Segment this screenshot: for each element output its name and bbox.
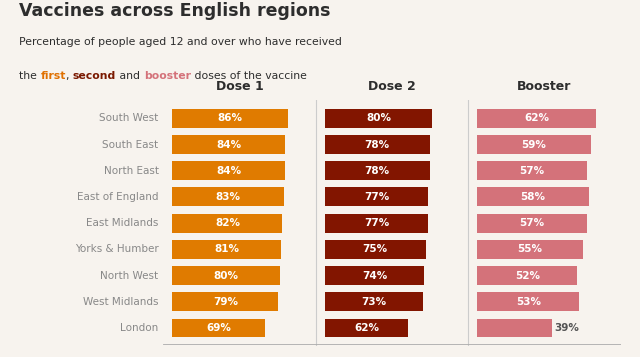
Text: 77%: 77%: [364, 218, 389, 228]
Text: 84%: 84%: [216, 140, 241, 150]
Text: 77%: 77%: [364, 192, 389, 202]
Text: second: second: [73, 71, 116, 81]
Bar: [477, 266, 577, 285]
Text: 57%: 57%: [520, 218, 545, 228]
Text: Booster: Booster: [517, 80, 572, 94]
Text: 58%: 58%: [520, 192, 545, 202]
Bar: [325, 318, 408, 337]
Text: first: first: [40, 71, 66, 81]
Bar: [172, 266, 280, 285]
Text: South East: South East: [102, 140, 159, 150]
Text: East Midlands: East Midlands: [86, 218, 159, 228]
Text: 52%: 52%: [515, 271, 540, 281]
Text: 78%: 78%: [365, 140, 390, 150]
Text: 69%: 69%: [206, 323, 231, 333]
Text: 75%: 75%: [363, 244, 388, 254]
Text: 62%: 62%: [524, 113, 549, 123]
Text: 80%: 80%: [214, 271, 239, 281]
Bar: [325, 214, 428, 232]
Bar: [325, 240, 426, 259]
Text: 83%: 83%: [216, 192, 241, 202]
Bar: [172, 187, 284, 206]
Bar: [172, 240, 281, 259]
Bar: [325, 266, 424, 285]
Text: Dose 2: Dose 2: [368, 80, 416, 94]
Text: North West: North West: [100, 271, 159, 281]
Text: 86%: 86%: [218, 113, 243, 123]
Text: 73%: 73%: [362, 297, 387, 307]
Bar: [477, 240, 583, 259]
Bar: [172, 109, 288, 128]
Text: Percentage of people aged 12 and over who have received: Percentage of people aged 12 and over wh…: [19, 37, 342, 47]
Text: ,: ,: [66, 71, 73, 81]
Bar: [172, 292, 278, 311]
Text: 62%: 62%: [354, 323, 379, 333]
Text: North East: North East: [104, 166, 159, 176]
Bar: [325, 292, 423, 311]
Text: and: and: [116, 71, 144, 81]
Text: 59%: 59%: [522, 140, 547, 150]
Text: the: the: [19, 71, 40, 81]
Text: 79%: 79%: [213, 297, 238, 307]
Bar: [477, 109, 596, 128]
Text: West Midlands: West Midlands: [83, 297, 159, 307]
Text: East of England: East of England: [77, 192, 159, 202]
Bar: [477, 187, 589, 206]
Bar: [477, 214, 587, 232]
Text: 74%: 74%: [362, 271, 387, 281]
Bar: [172, 161, 285, 180]
Bar: [325, 109, 432, 128]
Text: 84%: 84%: [216, 166, 241, 176]
Text: Vaccines across English regions: Vaccines across English regions: [19, 2, 331, 20]
Bar: [172, 318, 265, 337]
Text: 57%: 57%: [520, 166, 545, 176]
Text: 81%: 81%: [214, 244, 239, 254]
Text: Yorks & Humber: Yorks & Humber: [75, 244, 159, 254]
Bar: [325, 161, 429, 180]
Text: 55%: 55%: [518, 244, 543, 254]
Bar: [477, 292, 579, 311]
Text: 80%: 80%: [366, 113, 391, 123]
Bar: [477, 161, 587, 180]
Bar: [477, 135, 591, 154]
Bar: [325, 187, 428, 206]
Text: 39%: 39%: [554, 323, 579, 333]
Text: 82%: 82%: [215, 218, 240, 228]
Bar: [172, 214, 282, 232]
Bar: [325, 135, 429, 154]
Text: booster: booster: [144, 71, 191, 81]
Text: London: London: [120, 323, 159, 333]
Text: South West: South West: [99, 113, 159, 123]
Text: Dose 1: Dose 1: [216, 80, 263, 94]
Text: doses of the vaccine: doses of the vaccine: [191, 71, 307, 81]
Bar: [477, 318, 552, 337]
Text: 53%: 53%: [516, 297, 541, 307]
Bar: [172, 135, 285, 154]
Text: 78%: 78%: [365, 166, 390, 176]
